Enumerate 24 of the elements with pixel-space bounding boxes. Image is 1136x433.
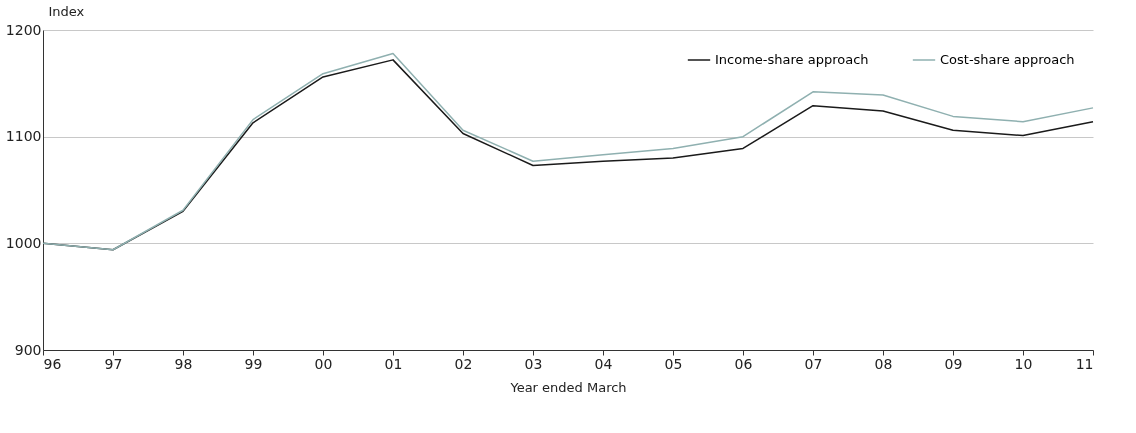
x-tick-label: 10 xyxy=(1014,355,1033,372)
x-tick-label: 00 xyxy=(314,355,333,372)
y-tick-label: 1100 xyxy=(5,128,42,145)
y-tick-label: 1200 xyxy=(5,21,42,38)
x-tick-label: 06 xyxy=(734,355,753,372)
legend-label: Cost-share approach xyxy=(940,52,1075,67)
x-tick-label: 07 xyxy=(804,355,823,372)
x-tick-label: 09 xyxy=(944,355,963,372)
x-tick-label: 08 xyxy=(874,355,893,372)
x-tick-label: 05 xyxy=(664,355,683,372)
x-tick-label: 03 xyxy=(524,355,543,372)
x-axis-title: Year ended March xyxy=(509,379,627,395)
x-tick-label: 97 xyxy=(104,355,123,372)
x-tick-label: 02 xyxy=(454,355,473,372)
y-tick-label: 1000 xyxy=(5,234,42,251)
y-tick-label: 900 xyxy=(14,341,42,358)
legend-label: Income-share approach xyxy=(715,52,869,67)
x-tick-label: 04 xyxy=(594,355,613,372)
x-tick-label: 96 xyxy=(43,355,62,372)
x-tick-label: 01 xyxy=(384,355,403,372)
x-tick-label: 99 xyxy=(244,355,263,372)
x-tick-label: 11 xyxy=(1075,355,1094,372)
y-axis-title: Index xyxy=(48,3,85,19)
x-tick-label: 98 xyxy=(174,355,193,372)
